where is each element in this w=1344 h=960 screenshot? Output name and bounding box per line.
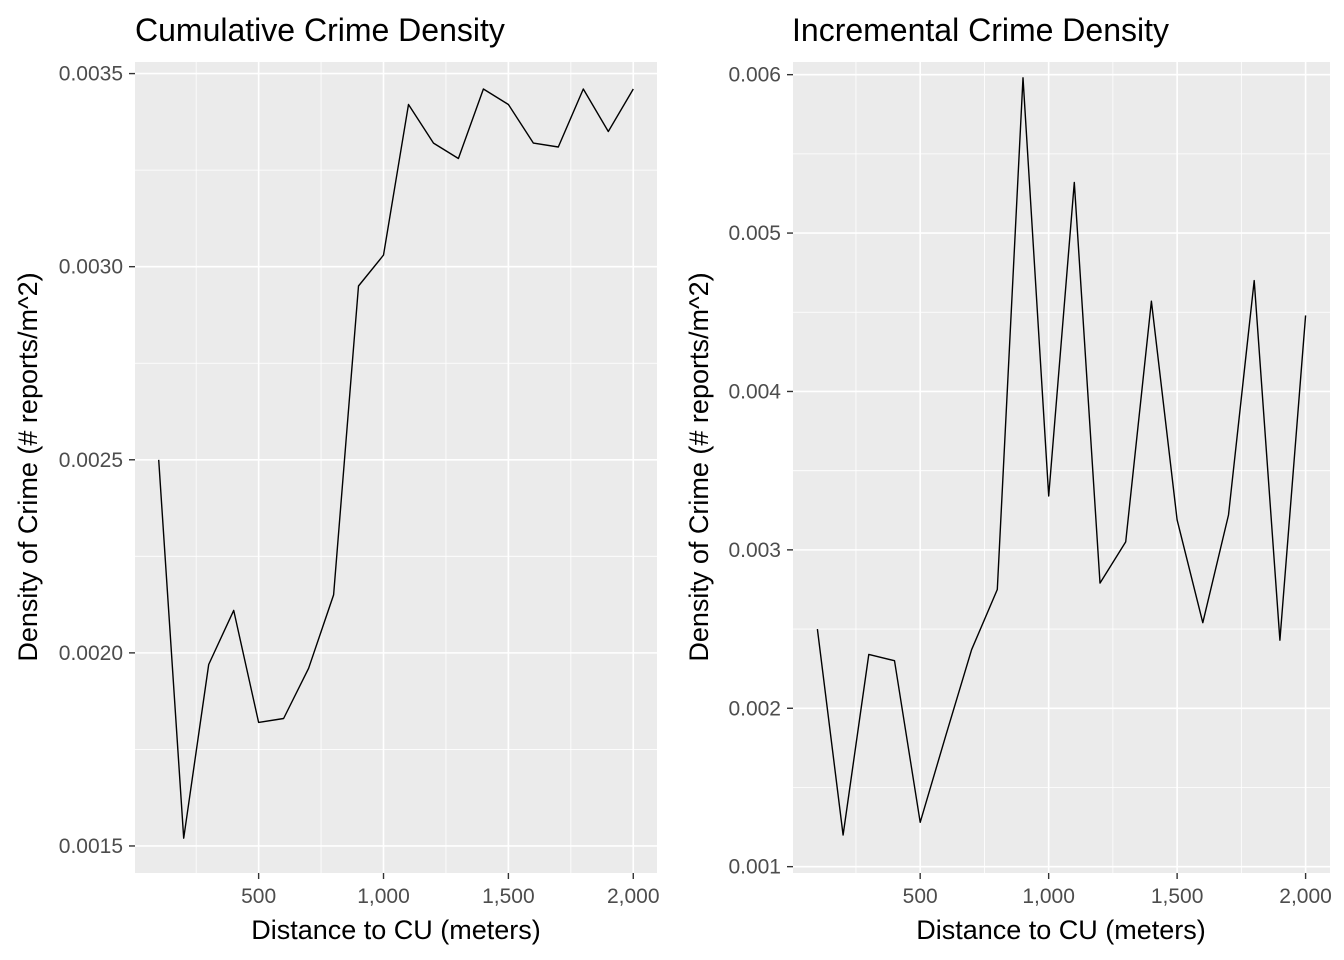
x-axis-title: Distance to CU (meters) [251, 915, 541, 945]
plot-panel [135, 62, 657, 873]
axis-ticks: 500 1,000 1,500 2,000 0.001 0.002 0.003 0.004 0.… [728, 64, 1331, 908]
x-tick-label: 500 [903, 885, 938, 908]
x-tick-label: 1,000 [357, 885, 410, 908]
cumulative-crime-density-chart: Cumulative Crime Density 500 1,000 1,500 2,… [13, 12, 660, 945]
gridlines [135, 62, 657, 873]
gridlines [793, 62, 1330, 873]
axis-ticks: 500 1,000 1,500 2,000 0.0015 0.0020 0.0025 0.00… [59, 63, 660, 908]
data-line-group [158, 88, 634, 839]
y-tick-label: 0.0030 [59, 256, 123, 279]
series-line [158, 88, 634, 839]
y-tick-label: 0.001 [728, 856, 781, 879]
chart-title: Cumulative Crime Density [135, 12, 505, 48]
x-tick-label: 1,500 [1151, 885, 1204, 908]
y-tick-label: 0.0015 [59, 835, 123, 858]
y-tick-label: 0.0020 [59, 642, 123, 665]
series-line [816, 77, 1307, 836]
y-tick-label: 0.003 [728, 539, 781, 562]
y-axis-title: Density of Crime (# reports/m^2) [684, 272, 714, 661]
chart-title: Incremental Crime Density [792, 12, 1169, 48]
y-tick-label: 0.0035 [59, 63, 123, 86]
x-tick-label: 1,000 [1022, 885, 1075, 908]
y-tick-label: 0.006 [728, 64, 781, 87]
x-tick-label: 2,000 [1279, 885, 1332, 908]
x-tick-label: 2,000 [607, 885, 660, 908]
y-axis-title: Density of Crime (# reports/m^2) [13, 272, 43, 661]
incremental-crime-density-chart: Incremental Crime Density 500 1,000 1,500 2… [684, 12, 1332, 945]
x-axis-title: Distance to CU (meters) [916, 915, 1206, 945]
y-tick-label: 0.004 [728, 380, 781, 403]
y-tick-label: 0.002 [728, 697, 781, 720]
y-tick-label: 0.0025 [59, 449, 123, 472]
x-tick-label: 500 [241, 885, 276, 908]
plot-panel [793, 62, 1330, 873]
data-line-group [816, 77, 1307, 836]
y-tick-label: 0.005 [728, 222, 781, 245]
x-tick-label: 1,500 [482, 885, 535, 908]
